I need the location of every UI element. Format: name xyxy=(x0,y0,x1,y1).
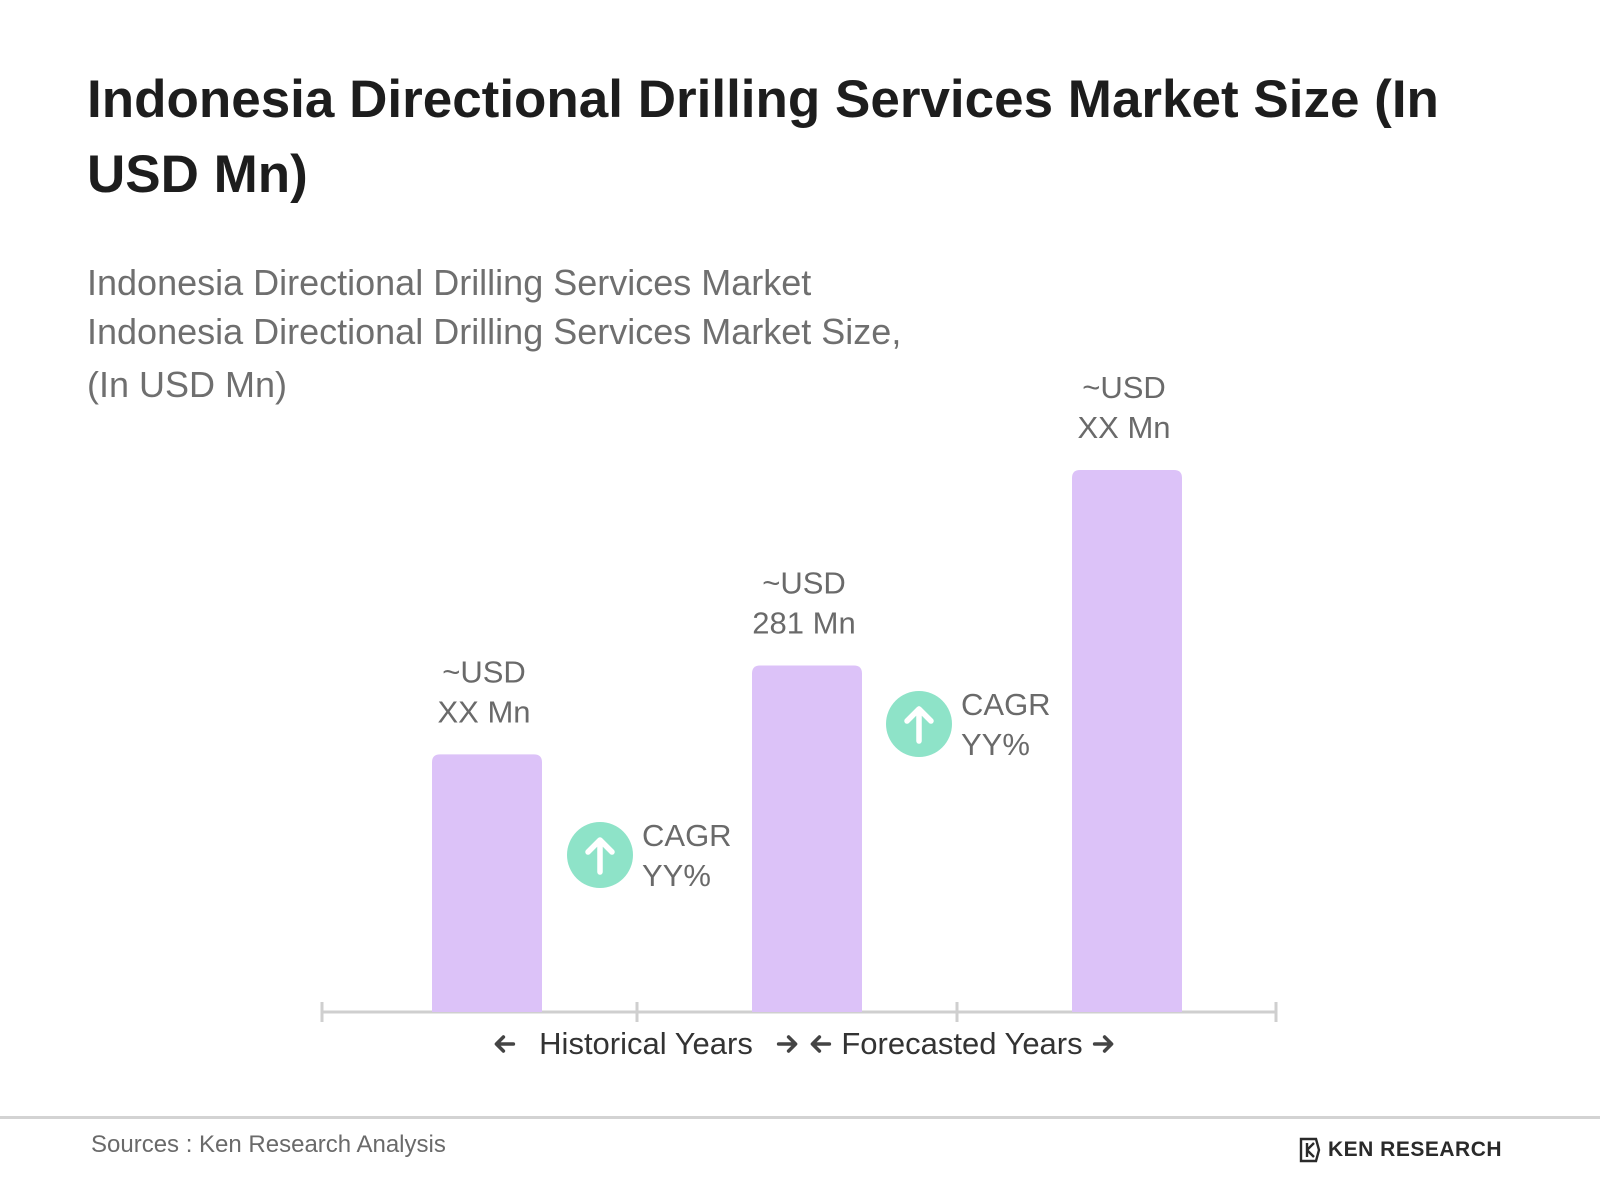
footer-divider xyxy=(0,1116,1600,1119)
arrow-left-icon xyxy=(494,1035,516,1053)
bar-value-label: XX Mn xyxy=(437,694,530,729)
cagr-value: YY% xyxy=(961,727,1030,762)
subtitle-line: (In USD Mn) xyxy=(87,364,288,405)
logo-text: KEN RESEARCH xyxy=(1328,1138,1503,1161)
arrow-up-icon xyxy=(904,706,934,744)
bar-value-label: 281 Mn xyxy=(752,605,855,640)
chart-subtitle: Indonesia Directional Drilling Services … xyxy=(87,258,987,409)
period-label: Historical Years xyxy=(539,1026,753,1061)
subtitle-line: Indonesia Directional Drilling Services … xyxy=(87,262,812,303)
arrow-right-icon xyxy=(1092,1035,1114,1053)
cagr-value: YY% xyxy=(642,858,711,893)
bar-value-label: ~USD xyxy=(442,654,526,689)
ken-research-logo-icon xyxy=(1299,1137,1321,1163)
arrow-right-icon xyxy=(776,1035,798,1053)
bar xyxy=(752,665,862,1012)
arrow-up-icon xyxy=(585,837,615,875)
bar xyxy=(1072,469,1182,1012)
period-label: Forecasted Years xyxy=(841,1026,1082,1061)
bar-value-label: ~USD xyxy=(762,565,846,600)
source-note: Sources : Ken Research Analysis xyxy=(91,1131,446,1158)
chart-title: Indonesia Directional Drilling Services … xyxy=(87,70,1439,204)
subtitle-line: Indonesia Directional Drilling Services … xyxy=(87,311,902,352)
cagr-label: CAGR xyxy=(961,687,1051,722)
cagr-label: CAGR xyxy=(642,818,732,853)
bar-value-label: ~USD xyxy=(1082,370,1166,405)
arrow-left-icon xyxy=(810,1035,832,1053)
ken-research-logo: KEN RESEARCH xyxy=(1298,1135,1502,1165)
bar-chart: ~USD XX Mn ~USD 281 Mn ~USD XX Mn CAGR YY% CAGR Y… xyxy=(320,370,1278,1061)
bar xyxy=(432,754,542,1012)
bar-value-label: XX Mn xyxy=(1077,410,1170,445)
